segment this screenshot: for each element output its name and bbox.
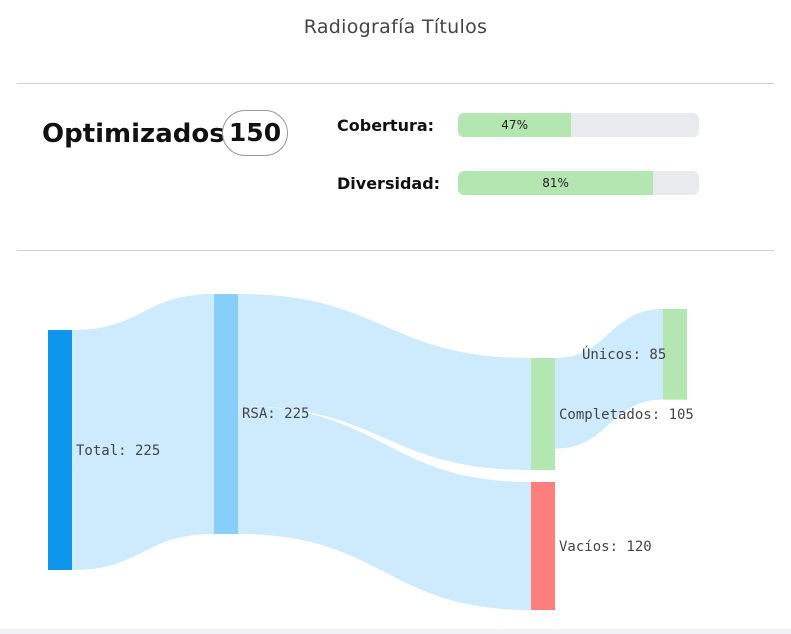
diversity-label: Diversidad: xyxy=(337,174,441,193)
middle-divider xyxy=(17,250,774,251)
sankey-label-total: Total: 225 xyxy=(76,443,160,459)
sankey-link-rsa-vacios xyxy=(238,406,531,610)
sankey-label-vacios: Vacíos: 120 xyxy=(559,539,652,555)
sankey-link-total-rsa xyxy=(72,294,214,570)
bottom-strip xyxy=(0,629,791,634)
top-divider xyxy=(17,83,774,84)
sankey-label-rsa: RSA: 225 xyxy=(242,406,309,422)
sankey-label-completados: Completados: 105 xyxy=(559,407,694,423)
diversity-progress-bar: 81% xyxy=(458,171,699,195)
optimized-label: Optimizados xyxy=(42,119,225,149)
coverage-label: Cobertura: xyxy=(337,116,435,135)
sankey-link-rsa-completados xyxy=(238,294,531,470)
sankey-node-completados xyxy=(531,358,555,470)
page-title: Radiografía Títulos xyxy=(303,16,488,38)
coverage-progress-bar: 47% xyxy=(458,113,699,137)
sankey-node-rsa xyxy=(214,294,238,534)
sankey-links xyxy=(72,294,663,610)
sankey-node-unicos xyxy=(663,309,687,400)
coverage-progress-fill: 47% xyxy=(458,113,572,137)
sankey-label-unicos: Únicos: 85 xyxy=(582,345,666,363)
optimized-count-badge: 150 xyxy=(222,110,288,156)
diversity-progress-fill: 81% xyxy=(458,171,654,195)
sankey-link-completados-unicos xyxy=(555,309,663,449)
sankey-node-total xyxy=(48,330,72,570)
sankey-node-vacios xyxy=(531,482,555,610)
